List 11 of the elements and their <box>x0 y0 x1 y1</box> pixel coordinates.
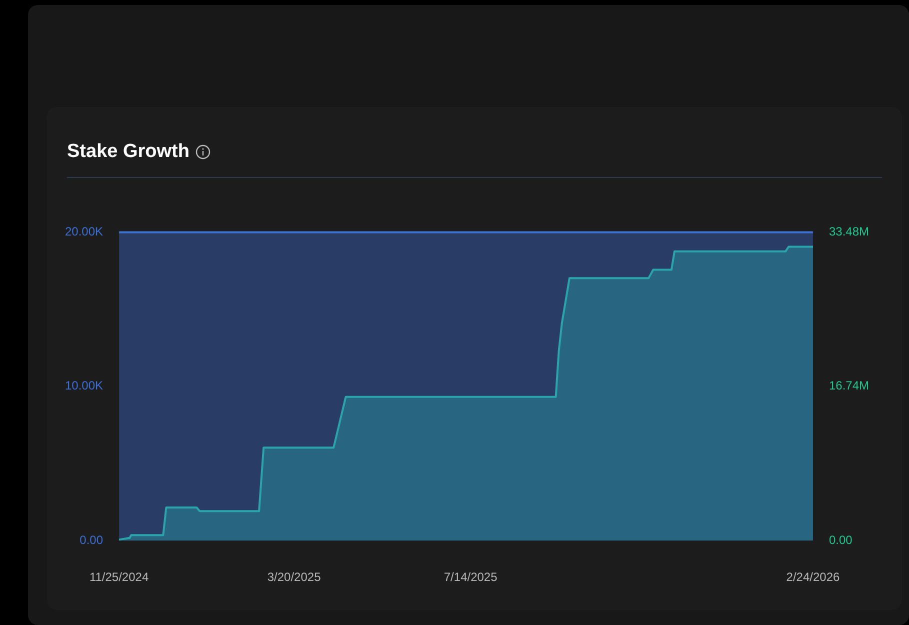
y-tick-label: 10.00K <box>64 378 104 393</box>
y2-tick-label: 16.74M <box>828 378 870 393</box>
x-tick-label: 7/14/2025 <box>444 570 498 584</box>
chart-title: Stake Growth <box>67 141 190 163</box>
x-tick-label: 2/24/2026 <box>786 570 840 584</box>
y2-tick-label: 33.48M <box>828 224 870 239</box>
y2-tick-label: 0.00 <box>828 532 853 547</box>
y-tick-label: 0.00 <box>80 532 104 547</box>
x-tick-label: 3/20/2025 <box>267 570 322 584</box>
y-tick-label: 20.00K <box>64 224 104 239</box>
x-tick-label: 11/25/2024 <box>89 570 149 584</box>
